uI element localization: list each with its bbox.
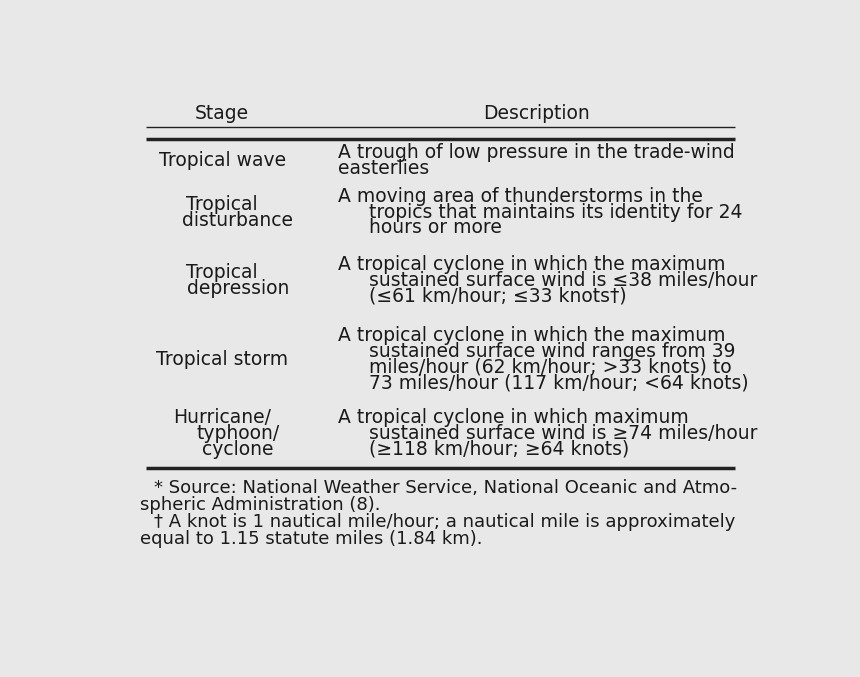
Text: sustained surface wind ranges from 39: sustained surface wind ranges from 39 (370, 342, 736, 362)
Text: Stage: Stage (195, 104, 249, 123)
Text: (≥118 km/hour; ≥64 knots): (≥118 km/hour; ≥64 knots) (370, 440, 630, 459)
Bar (146, 127, 735, 468)
Text: Tropical: Tropical (187, 195, 258, 214)
Text: cyclone: cyclone (202, 440, 273, 459)
Text: (≤61 km/hour; ≤33 knots†): (≤61 km/hour; ≤33 knots†) (370, 287, 627, 306)
Text: sustained surface wind is ≥74 miles/hour: sustained surface wind is ≥74 miles/hour (370, 424, 758, 443)
Text: spheric Administration (8).: spheric Administration (8). (140, 496, 380, 514)
Text: 73 miles/hour (117 km/hour; <64 knots): 73 miles/hour (117 km/hour; <64 knots) (370, 374, 749, 393)
Text: hours or more: hours or more (370, 219, 502, 238)
Text: * Source: National Weather Service, National Oceanic and Atmo-: * Source: National Weather Service, Nati… (154, 479, 737, 497)
Text: Tropical storm: Tropical storm (157, 350, 288, 369)
Text: Hurricane/: Hurricane/ (173, 408, 271, 427)
Text: equal to 1.15 statute miles (1.84 km).: equal to 1.15 statute miles (1.84 km). (140, 529, 482, 548)
Text: A moving area of thunderstorms in the: A moving area of thunderstorms in the (339, 187, 703, 206)
Text: tropics that maintains its identity for 24: tropics that maintains its identity for … (370, 202, 743, 221)
Text: A tropical cyclone in which the maximum: A tropical cyclone in which the maximum (339, 326, 726, 345)
Text: A tropical cyclone in which the maximum: A tropical cyclone in which the maximum (339, 255, 726, 274)
Text: † A knot is 1 nautical mile/hour; a nautical mile is approximately: † A knot is 1 nautical mile/hour; a naut… (154, 512, 735, 531)
Text: Description: Description (483, 104, 590, 123)
Text: A tropical cyclone in which maximum: A tropical cyclone in which maximum (339, 408, 689, 427)
Text: sustained surface wind is ≤38 miles/hour: sustained surface wind is ≤38 miles/hour (370, 271, 758, 290)
Text: Tropical: Tropical (187, 263, 258, 282)
Text: typhoon/: typhoon/ (196, 424, 280, 443)
Text: A trough of low pressure in the trade-wind: A trough of low pressure in the trade-wi… (339, 143, 735, 162)
Text: disturbance: disturbance (182, 211, 293, 230)
Text: miles/hour (62 km/hour; >33 knots) to: miles/hour (62 km/hour; >33 knots) to (370, 358, 732, 377)
Text: Tropical wave: Tropical wave (158, 151, 286, 170)
Text: easterlies: easterlies (339, 158, 430, 177)
Text: depression: depression (187, 279, 289, 298)
